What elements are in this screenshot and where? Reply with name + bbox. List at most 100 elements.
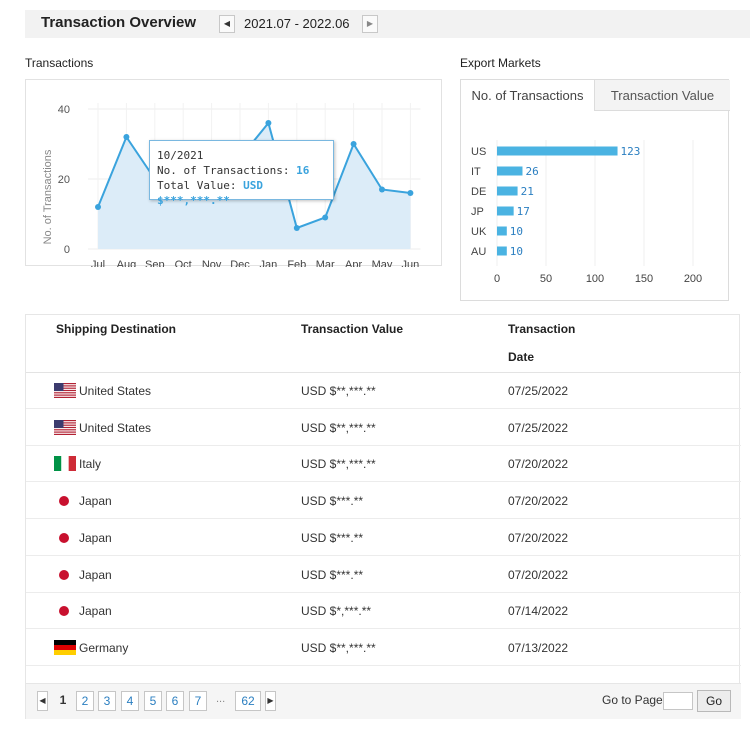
export-markets-bar-chart: 0 50 100 150 200 US 123 IT 26 DE 21 JP 17 UK 10 AU 10 xyxy=(471,140,702,285)
destination-cell: Japan xyxy=(79,494,112,509)
transaction-date-cell: 07/14/2022 xyxy=(508,604,569,619)
go-button[interactable]: Go xyxy=(697,690,731,712)
y-tick-label: 20 xyxy=(58,174,70,186)
japan-flag-icon xyxy=(59,532,69,543)
x-tick-label: Mar xyxy=(316,259,335,267)
x-tick-label: May xyxy=(372,259,393,267)
pagination-next-button[interactable]: ▶ xyxy=(265,691,276,711)
transaction-date-cell: 07/13/2022 xyxy=(508,640,569,655)
triangle-right-icon: ▶ xyxy=(267,696,274,705)
x-tick-label: Sep xyxy=(145,259,165,267)
export-markets-section-label: Export Markets xyxy=(460,56,541,70)
transaction-value-cell: USD $**,***.** xyxy=(301,457,376,472)
japan-flag-icon xyxy=(59,606,69,617)
destination-cell: Japan xyxy=(79,604,112,619)
destination-cell: Japan xyxy=(79,530,112,545)
pagination-page-7[interactable]: 7 xyxy=(189,691,207,711)
pagination-page-5[interactable]: 5 xyxy=(144,691,162,711)
x-tick-label: Nov xyxy=(202,259,222,267)
table-header-divider xyxy=(26,372,741,373)
transaction-value-cell: USD $***.** xyxy=(301,567,364,582)
transaction-date-cell: 07/20/2022 xyxy=(508,567,569,582)
header-transaction-date-line1: Transaction xyxy=(508,322,576,336)
data-point-aug[interactable] xyxy=(123,134,130,140)
us-flag-icon xyxy=(54,419,76,435)
bar-de[interactable] xyxy=(497,186,518,196)
transaction-date-cell: 07/20/2022 xyxy=(508,494,569,509)
tab-no-of-transactions[interactable]: No. of Transactions xyxy=(461,80,595,111)
bar-au[interactable] xyxy=(497,246,507,256)
category-label-de: DE xyxy=(471,186,486,198)
data-point-apr[interactable] xyxy=(350,141,357,147)
pagination-page-3[interactable]: 3 xyxy=(98,691,116,711)
x-tick-label: Dec xyxy=(230,259,250,267)
x-tick-label: Feb xyxy=(287,259,306,267)
tooltip-value-row: Total Value: USD $***,***.** xyxy=(157,178,326,208)
x-tick-label: Apr xyxy=(345,259,362,267)
pagination-current-page: 1 xyxy=(59,693,67,707)
x-tick-label: 150 xyxy=(635,273,653,285)
x-tick-label: Jun xyxy=(402,259,420,267)
transaction-date-cell: 07/20/2022 xyxy=(508,457,569,472)
data-point-feb[interactable] xyxy=(293,225,300,231)
table-row: Japan USD $*,***.** 07/14/2022 xyxy=(26,593,741,630)
category-label-us: US xyxy=(471,146,486,158)
prev-range-button[interactable]: ◀ xyxy=(219,15,235,33)
triangle-right-icon: ▶ xyxy=(366,19,374,28)
transaction-date-cell: 07/20/2022 xyxy=(508,530,569,545)
pagination-prev-button[interactable]: ◀ xyxy=(37,691,48,711)
bar-value-label-au: 10 xyxy=(510,245,523,258)
go-to-page-input[interactable] xyxy=(663,692,693,710)
pagination-page-2[interactable]: 2 xyxy=(76,691,94,711)
tooltip-value-value: USD $***,***.** xyxy=(157,179,263,207)
destination-cell: United States xyxy=(79,420,152,435)
destination-cell: United States xyxy=(79,384,152,398)
category-label-uk: UK xyxy=(471,226,487,238)
bar-value-label-jp: 17 xyxy=(517,205,530,218)
bar-value-label-it: 26 xyxy=(525,165,538,178)
bar-jp[interactable] xyxy=(497,206,514,216)
transaction-value-cell: USD $**,***.** xyxy=(301,640,376,655)
tooltip-date: 10/2021 xyxy=(157,149,204,162)
table-row: United States USD $**,***.** 07/25/2022 xyxy=(26,373,741,409)
data-point-jul[interactable] xyxy=(95,204,101,210)
x-tick-label: Oct xyxy=(175,259,192,267)
bar-us[interactable] xyxy=(497,146,618,156)
pagination-page-4[interactable]: 4 xyxy=(121,691,139,711)
pagination-page-6[interactable]: 6 xyxy=(166,691,184,711)
table-row: United States USD $**,***.** 07/25/2022 xyxy=(26,410,741,446)
chart-tooltip: 10/2021 No. of Transactions: 16 Total Va… xyxy=(149,140,334,207)
destination-cell: Germany xyxy=(79,640,129,655)
data-point-jun[interactable] xyxy=(407,190,414,196)
bar-uk[interactable] xyxy=(497,226,507,236)
transaction-date-cell: 07/25/2022 xyxy=(508,420,569,435)
transaction-value-cell: USD $***.** xyxy=(301,494,364,509)
triangle-left-icon: ◀ xyxy=(39,696,46,705)
table-row: Germany USD $**,***.** 07/13/2022 xyxy=(26,630,741,666)
tooltip-value-label: Total Value: xyxy=(157,179,237,192)
x-tick-label: Jan xyxy=(260,259,278,267)
tab-transaction-value[interactable]: Transaction Value xyxy=(595,80,730,111)
japan-flag-icon xyxy=(59,569,69,580)
y-tick-label: 0 xyxy=(64,244,70,256)
bar-value-label-us: 123 xyxy=(621,145,641,158)
data-point-jan[interactable] xyxy=(265,120,272,126)
transactions-chart-panel: 0 20 40 Jul Aug Sep Oct Nov Dec Jan Feb Mar Apr May Ju… xyxy=(25,79,442,267)
bar-value-label-de: 21 xyxy=(521,185,534,198)
pagination-last-page[interactable]: 62 xyxy=(235,691,261,711)
table-row: Japan USD $***.** 07/20/2022 xyxy=(26,520,741,556)
data-point-mar[interactable] xyxy=(322,214,329,221)
japan-flag-icon xyxy=(59,496,69,507)
tooltip-count-value: 16 xyxy=(296,164,310,177)
bar-it[interactable] xyxy=(497,166,523,176)
germany-flag-icon xyxy=(54,639,76,655)
transaction-value-cell: USD $*,***.** xyxy=(301,604,372,619)
category-label-au: AU xyxy=(471,246,486,258)
next-range-button[interactable]: ▶ xyxy=(362,15,378,33)
table-row: Japan USD $***.** 07/20/2022 xyxy=(26,483,741,520)
date-range-text: 2021.07 - 2022.06 xyxy=(244,16,350,31)
x-tick-label: 0 xyxy=(494,273,500,285)
data-point-may[interactable] xyxy=(379,186,385,193)
header-transaction-value: Transaction Value xyxy=(301,322,404,336)
transaction-value-cell: USD $**,***.** xyxy=(301,384,376,398)
